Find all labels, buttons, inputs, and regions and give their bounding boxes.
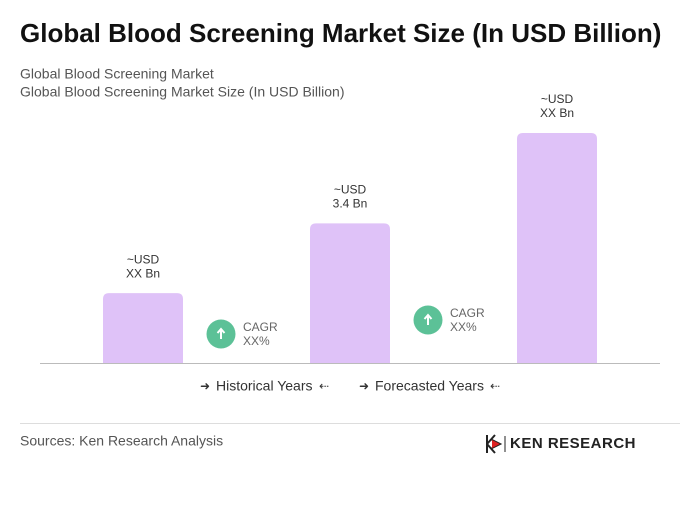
- cagr-arrow: [216, 327, 226, 339]
- legend-arrow: ➜: [200, 379, 210, 393]
- logo-text: KEN RESEARCH: [510, 435, 636, 452]
- legend-label: Historical Years: [216, 378, 313, 394]
- chart-subtitle: Global Blood Screening Market Size (In U…: [20, 84, 344, 100]
- value-label: XX Bn: [126, 266, 160, 280]
- legend-arrow: ⇠: [319, 379, 329, 393]
- logo-icon: [492, 440, 500, 448]
- legend-arrow: ⇠: [490, 379, 500, 393]
- legend: ➜ Historical Years ⇠ ➜ Forecasted Years …: [200, 378, 500, 394]
- value-label: ~USD: [127, 252, 160, 266]
- source: Sources: Ken Research Analysis: [20, 433, 223, 449]
- logo: KEN RESEARCH: [486, 434, 636, 454]
- bar: [517, 133, 597, 363]
- chart-subtitle: Global Blood Screening Market: [20, 66, 214, 82]
- legend-arrow: ➜: [359, 379, 369, 393]
- value-label: XX Bn: [540, 106, 574, 120]
- cagr-label: CAGR: [450, 306, 485, 320]
- cagr-arrow: [423, 313, 433, 325]
- cagr-label: XX%: [243, 334, 270, 348]
- value-label: ~USD: [334, 183, 367, 197]
- bar: [310, 223, 390, 363]
- chart-title: Global Blood Screening Market Size (In U…: [20, 18, 661, 48]
- value-label: ~USD: [541, 92, 574, 106]
- legend-label: Forecasted Years: [375, 378, 484, 394]
- cagr-label: CAGR: [243, 320, 278, 334]
- value-label: 3.4 Bn: [333, 197, 368, 211]
- bar: [103, 293, 183, 363]
- logo-icon: [486, 434, 503, 454]
- cagr-label: XX%: [450, 320, 477, 334]
